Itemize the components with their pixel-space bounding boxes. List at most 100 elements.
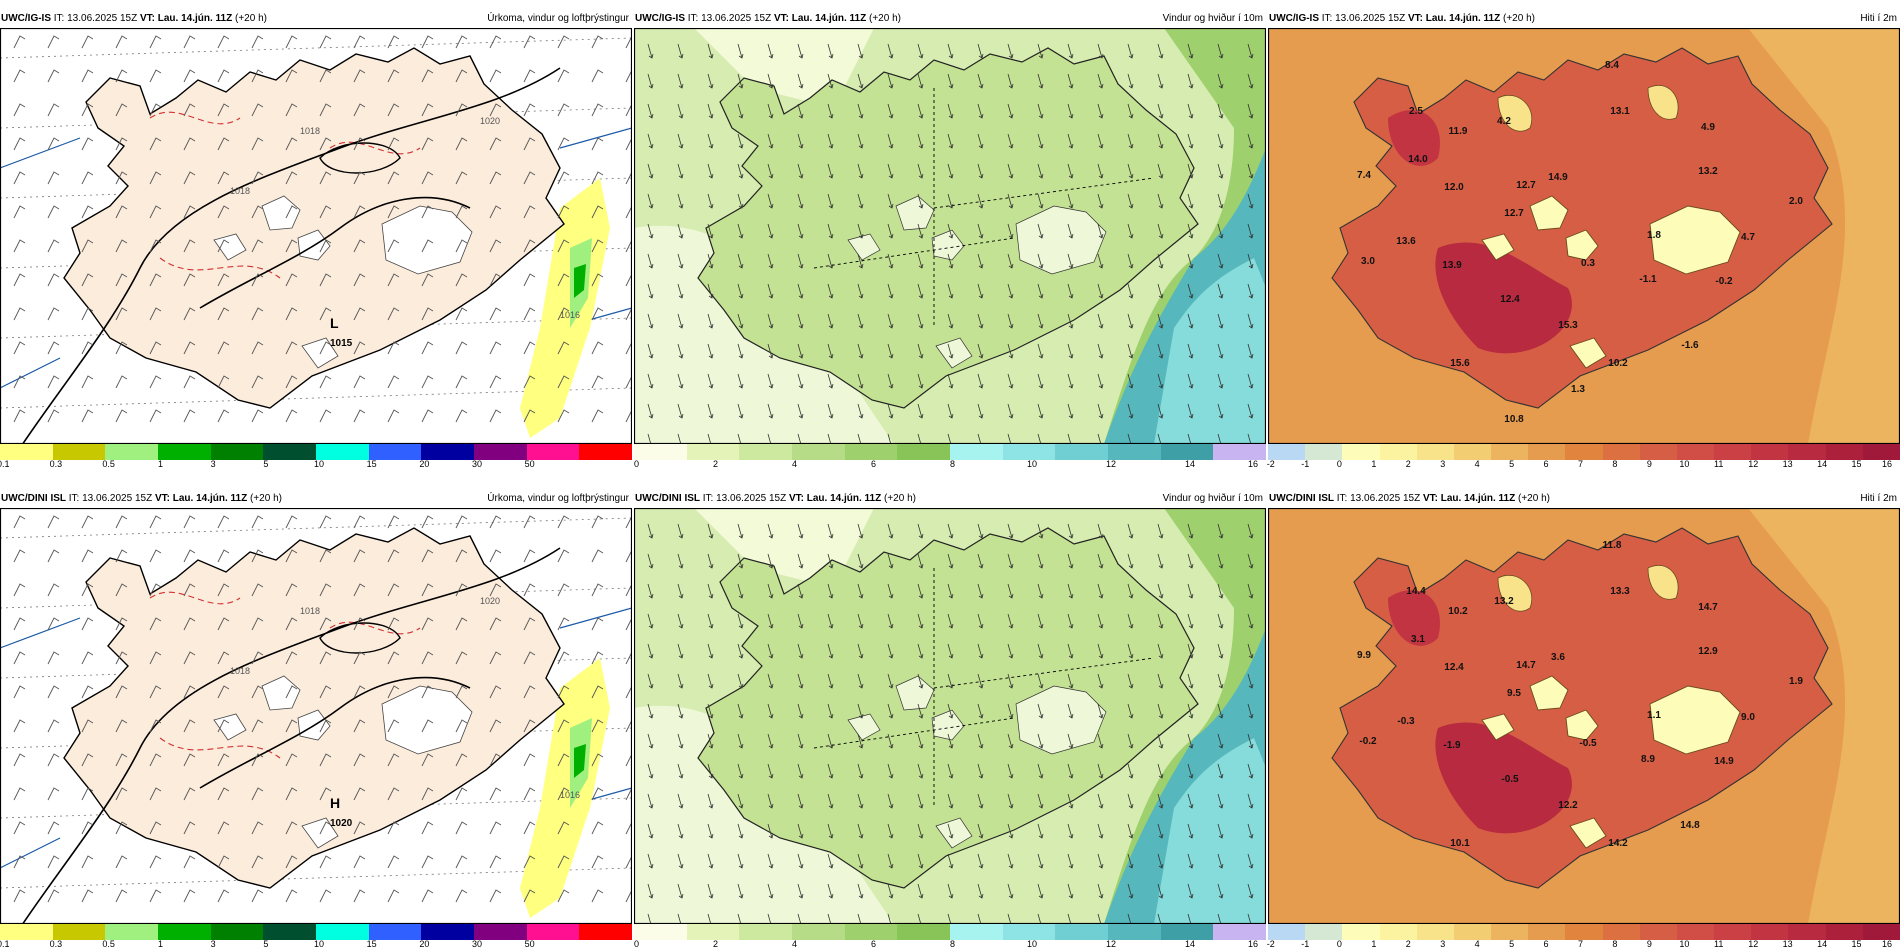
wind-arrow xyxy=(947,763,954,779)
wind-barb xyxy=(387,753,400,767)
legend-swatch xyxy=(1108,444,1161,460)
wind-arrow xyxy=(1007,223,1014,239)
wind-barb xyxy=(421,307,434,321)
color-legend: 0.1 0.3 0.5 1 3 5 10 15 20 30 50 xyxy=(0,444,633,469)
wind-barb xyxy=(353,821,366,835)
wind-arrow xyxy=(857,523,864,539)
wind-barb xyxy=(13,855,26,869)
wind-barb xyxy=(557,205,570,219)
wind-barb xyxy=(13,69,26,83)
isobar-label: 1018 xyxy=(300,126,320,136)
precip-core xyxy=(574,744,586,778)
wind-arrow xyxy=(827,223,834,239)
boundary-line xyxy=(0,127,632,389)
glacier-cold-area xyxy=(1649,685,1741,755)
temp-field-hot xyxy=(1435,242,1572,354)
wind-barb xyxy=(591,855,604,869)
wind-arrow xyxy=(737,853,744,869)
wind-barb xyxy=(353,239,366,253)
wind-barb xyxy=(81,69,94,83)
wind-arrow xyxy=(947,343,954,359)
wind-arrow xyxy=(1187,403,1194,419)
wind-arrow xyxy=(677,523,684,539)
wind-barb xyxy=(489,307,502,321)
legend-swatch xyxy=(1714,444,1753,460)
legend-tick-label: 6 xyxy=(870,939,877,949)
legend-swatch xyxy=(1213,924,1267,940)
wind-arrow xyxy=(1187,373,1194,389)
temp-field-hot xyxy=(1388,590,1440,646)
wind-arrow xyxy=(947,253,954,269)
wind-arrow xyxy=(827,133,834,149)
wind-barb xyxy=(285,103,298,117)
legend-tick-label: 20 xyxy=(419,459,430,469)
wind-barb xyxy=(319,171,332,185)
wind-barb xyxy=(557,409,570,423)
wind-arrow xyxy=(1187,733,1194,749)
wind-arrow xyxy=(1247,793,1254,809)
wind-barb xyxy=(591,205,604,219)
legend-tick-label: 50 xyxy=(524,459,535,469)
wind-arrow xyxy=(1127,523,1134,539)
panel-header: UWC/IG-IS IT: 13.06.2025 15Z VT: Lau. 14… xyxy=(634,10,1266,28)
wind-arrow xyxy=(1217,73,1224,89)
wind-arrow xyxy=(977,283,984,299)
wind-arrow xyxy=(1157,43,1164,59)
wind-arrow xyxy=(797,613,804,629)
valid-time: VT: Lau. 14.jún. 11Z xyxy=(154,493,248,504)
wind-barb xyxy=(13,239,26,253)
panel-title: Hiti í 2m xyxy=(1860,13,1897,24)
wind-barb xyxy=(625,821,632,835)
wind-barb xyxy=(251,821,264,835)
wind-barb xyxy=(13,549,26,563)
wind-barb xyxy=(13,651,26,665)
legend-swatch xyxy=(579,444,633,460)
wind-arrow xyxy=(707,283,714,299)
wind-arrow xyxy=(1247,403,1254,419)
temperature-value: 1.9 xyxy=(1789,676,1803,687)
wind-arrow xyxy=(797,253,804,269)
wind-arrow xyxy=(917,343,924,359)
wind-barb xyxy=(353,273,366,287)
temperature-value: 13.1 xyxy=(1610,106,1630,117)
wind-arrow xyxy=(1247,253,1254,269)
wind-barb xyxy=(591,685,604,699)
isobar-line xyxy=(199,676,471,789)
legend-tick-label: 3 xyxy=(210,459,216,469)
legend-tick-label: 12 xyxy=(1748,459,1759,469)
wind-arrow xyxy=(797,823,804,839)
wind-arrow xyxy=(1187,103,1194,119)
legend-swatch xyxy=(1160,924,1214,940)
wind-arrow xyxy=(707,253,714,269)
wind-arrow xyxy=(887,163,894,179)
temperature-value: 13.3 xyxy=(1610,586,1630,597)
wind-arrow xyxy=(707,763,714,779)
wind-barb xyxy=(149,753,162,767)
wind-barb xyxy=(557,549,570,563)
wind-arrow xyxy=(677,403,684,419)
wind-barb xyxy=(353,307,366,321)
wind-arrow xyxy=(827,913,833,924)
wind-arrow xyxy=(677,673,684,689)
wind-arrow xyxy=(947,43,954,59)
wind-arrow xyxy=(767,643,774,659)
wind-arrow xyxy=(977,313,984,329)
wind-barb xyxy=(625,409,632,423)
wind-arrow xyxy=(947,883,954,899)
wind-barb xyxy=(13,617,26,631)
wind-barb xyxy=(489,341,502,355)
wind-arrow xyxy=(677,553,684,569)
wind-barb xyxy=(421,617,434,631)
wind-arrow xyxy=(1247,373,1254,389)
wind-barb xyxy=(489,855,502,869)
wind-arrow xyxy=(977,793,984,809)
wind-arrow xyxy=(1067,883,1074,899)
wind-barb xyxy=(149,69,162,83)
wind-barb xyxy=(217,103,230,117)
wind-arrow xyxy=(1007,913,1013,924)
wind-arrow xyxy=(1127,43,1134,59)
legend-swatch xyxy=(105,444,159,460)
wind-arrow xyxy=(947,223,954,239)
legend-swatch xyxy=(1305,924,1344,940)
wind-barb xyxy=(455,821,468,835)
